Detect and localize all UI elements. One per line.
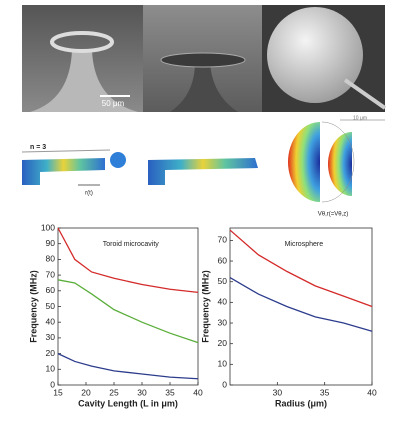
y-tick-label: 50 (218, 276, 228, 286)
sem-disk (143, 5, 262, 112)
radius-label: r(t) (85, 191, 93, 197)
scale-bar-label: 10 μm (353, 115, 367, 121)
y-tick-label: 10 (218, 359, 228, 369)
y-tick-label: 60 (218, 255, 228, 265)
x-axis-label: Radius (μm) (275, 398, 327, 408)
x-tick-label: 15 (53, 387, 63, 397)
y-tick-label: 80 (46, 254, 56, 264)
plot-frame (57, 227, 199, 386)
x-tick-label: 35 (320, 387, 330, 397)
x-tick-label: 25 (109, 387, 119, 397)
data-line (57, 353, 199, 380)
x-tick-label: 30 (137, 387, 147, 397)
y-tick-label: 90 (46, 238, 56, 248)
x-tick-label: 20 (81, 387, 91, 397)
y-tick-label: 0 (50, 379, 55, 389)
y-tick-label: 0 (222, 379, 227, 389)
x-axis-label: Cavity Length (L in μm) (78, 398, 178, 408)
mode-disks: Vθ,r(=Vθ,z) (288, 121, 355, 218)
data-line (229, 277, 373, 332)
x-tick-label: 40 (367, 387, 377, 397)
x-tick-label: 30 (273, 387, 283, 397)
y-tick-label: 70 (46, 269, 56, 279)
sem-toroid: 50 μm (22, 5, 143, 112)
data-line (229, 229, 373, 308)
annotation: Toroid microcavity (103, 241, 160, 248)
simulation-2 (148, 158, 258, 185)
x-tick-label: 40 (193, 387, 203, 397)
data-line (57, 279, 199, 344)
data-line (57, 227, 199, 294)
y-tick-label: 30 (46, 332, 56, 342)
y-tick-label: 20 (46, 348, 56, 358)
y-tick-label: 100 (41, 222, 55, 232)
y-tick-label: 10 (46, 364, 56, 374)
y-tick-label: 60 (46, 285, 56, 295)
mode-label: n = 3 (30, 144, 46, 151)
plot-frame (229, 227, 373, 386)
y-tick-label: 50 (46, 301, 56, 311)
annotation: Microsphere (285, 241, 324, 248)
y-tick-label: 20 (218, 338, 228, 348)
y-tick-label: 40 (46, 316, 56, 326)
y-tick-label: 30 (218, 317, 228, 327)
x-tick-label: 35 (165, 387, 175, 397)
y-tick-label: 40 (218, 297, 228, 307)
scale-bar-label: 50 μm (102, 99, 125, 108)
y-axis-label: Frequency (MHz) (28, 270, 38, 343)
sem-sphere: 10 μm (262, 5, 387, 121)
y-tick-label: 70 (218, 235, 228, 245)
simulation-1: n = 3 r(t) (21, 144, 126, 197)
velocity-label: Vθ,r(=Vθ,z) (318, 212, 349, 218)
y-axis-label: Frequency (MHz) (200, 270, 210, 343)
